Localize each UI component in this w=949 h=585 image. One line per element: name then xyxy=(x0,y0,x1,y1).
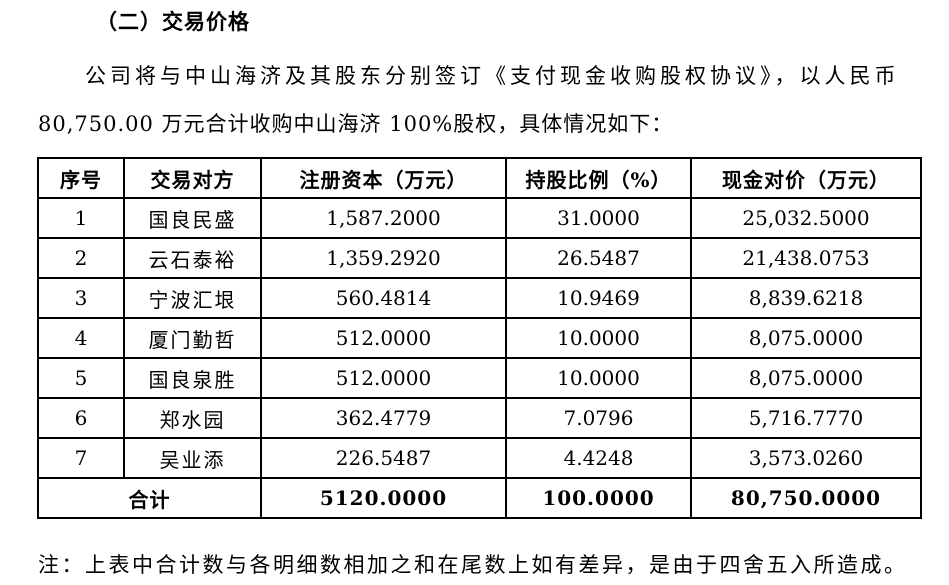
cell-serial: 7 xyxy=(37,437,125,479)
cell-registered-capital: 512.0000 xyxy=(260,357,507,399)
cell-total-label: 合计 xyxy=(37,477,262,519)
cell-serial: 5 xyxy=(37,357,125,399)
col-header-registered-capital: 注册资本（万元） xyxy=(260,157,507,199)
cell-serial: 2 xyxy=(37,237,125,279)
table-row: 1 国良民盛 1,587.2000 31.0000 25,032.5000 xyxy=(37,197,922,239)
cell-serial: 1 xyxy=(37,197,125,239)
paragraph-line-2: 80,750.00 万元合计收购中山海济 100%股权，具体情况如下： xyxy=(38,112,674,136)
table-row: 3 宁波汇垠 560.4814 10.9469 8,839.6218 xyxy=(37,277,922,319)
table-row: 2 云石泰裕 1,359.2920 26.5487 21,438.0753 xyxy=(37,237,922,279)
cell-shareholding-ratio: 10.0000 xyxy=(505,357,692,399)
cell-counterparty: 国良民盛 xyxy=(123,197,262,239)
cell-shareholding-ratio: 26.5487 xyxy=(505,237,692,279)
cell-counterparty: 吴业添 xyxy=(123,437,262,479)
cell-serial: 6 xyxy=(37,397,125,439)
paragraph-line-1: 公司将与中山海济及其股东分别签订《支付现金收购股权协议》，以人民币 xyxy=(85,64,900,88)
cell-registered-capital: 1,359.2920 xyxy=(260,237,507,279)
cell-counterparty: 郑水园 xyxy=(123,397,262,439)
transaction-price-table: 序号 交易对方 注册资本（万元） 持股比例（%） 现金对价（万元） 1 国良民盛… xyxy=(37,157,922,519)
col-header-serial: 序号 xyxy=(37,157,125,199)
cell-shareholding-ratio: 4.4248 xyxy=(505,437,692,479)
table-row: 7 吴业添 226.5487 4.4248 3,573.0260 xyxy=(37,437,922,479)
col-header-counterparty: 交易对方 xyxy=(123,157,262,199)
col-header-shareholding-ratio: 持股比例（%） xyxy=(505,157,692,199)
table-row: 5 国良泉胜 512.0000 10.0000 8,075.0000 xyxy=(37,357,922,399)
cell-counterparty: 宁波汇垠 xyxy=(123,277,262,319)
cell-registered-capital: 512.0000 xyxy=(260,317,507,359)
table-row: 4 厦门勤哲 512.0000 10.0000 8,075.0000 xyxy=(37,317,922,359)
cell-serial: 4 xyxy=(37,317,125,359)
table-header-row: 序号 交易对方 注册资本（万元） 持股比例（%） 现金对价（万元） xyxy=(37,157,922,199)
cell-total-registered-capital: 5120.0000 xyxy=(260,477,507,519)
cell-total-cash-consideration: 80,750.0000 xyxy=(690,477,922,519)
table-row: 6 郑水园 362.4779 7.0796 5,716.7770 xyxy=(37,397,922,439)
cell-cash-consideration: 8,075.0000 xyxy=(690,357,922,399)
cell-cash-consideration: 3,573.0260 xyxy=(690,437,922,479)
cell-counterparty: 厦门勤哲 xyxy=(123,317,262,359)
cell-shareholding-ratio: 7.0796 xyxy=(505,397,692,439)
cell-registered-capital: 1,587.2000 xyxy=(260,197,507,239)
cell-cash-consideration: 5,716.7770 xyxy=(690,397,922,439)
cell-cash-consideration: 8,075.0000 xyxy=(690,317,922,359)
cell-cash-consideration: 8,839.6218 xyxy=(690,277,922,319)
cell-registered-capital: 560.4814 xyxy=(260,277,507,319)
cell-cash-consideration: 21,438.0753 xyxy=(690,237,922,279)
footnote: 注：上表中合计数与各明细数相加之和在尾数上如有差异，是由于四舍五入所造成。 xyxy=(38,553,908,577)
table-total-row: 合计 5120.0000 100.0000 80,750.0000 xyxy=(37,477,922,519)
cell-serial: 3 xyxy=(37,277,125,319)
cell-cash-consideration: 25,032.5000 xyxy=(690,197,922,239)
cell-registered-capital: 362.4779 xyxy=(260,397,507,439)
cell-shareholding-ratio: 10.0000 xyxy=(505,317,692,359)
cell-counterparty: 云石泰裕 xyxy=(123,237,262,279)
cell-total-shareholding-ratio: 100.0000 xyxy=(505,477,692,519)
col-header-cash-consideration: 现金对价（万元） xyxy=(690,157,922,199)
cell-registered-capital: 226.5487 xyxy=(260,437,507,479)
section-heading: （二）交易价格 xyxy=(96,9,250,34)
cell-shareholding-ratio: 31.0000 xyxy=(505,197,692,239)
cell-counterparty: 国良泉胜 xyxy=(123,357,262,399)
cell-shareholding-ratio: 10.9469 xyxy=(505,277,692,319)
